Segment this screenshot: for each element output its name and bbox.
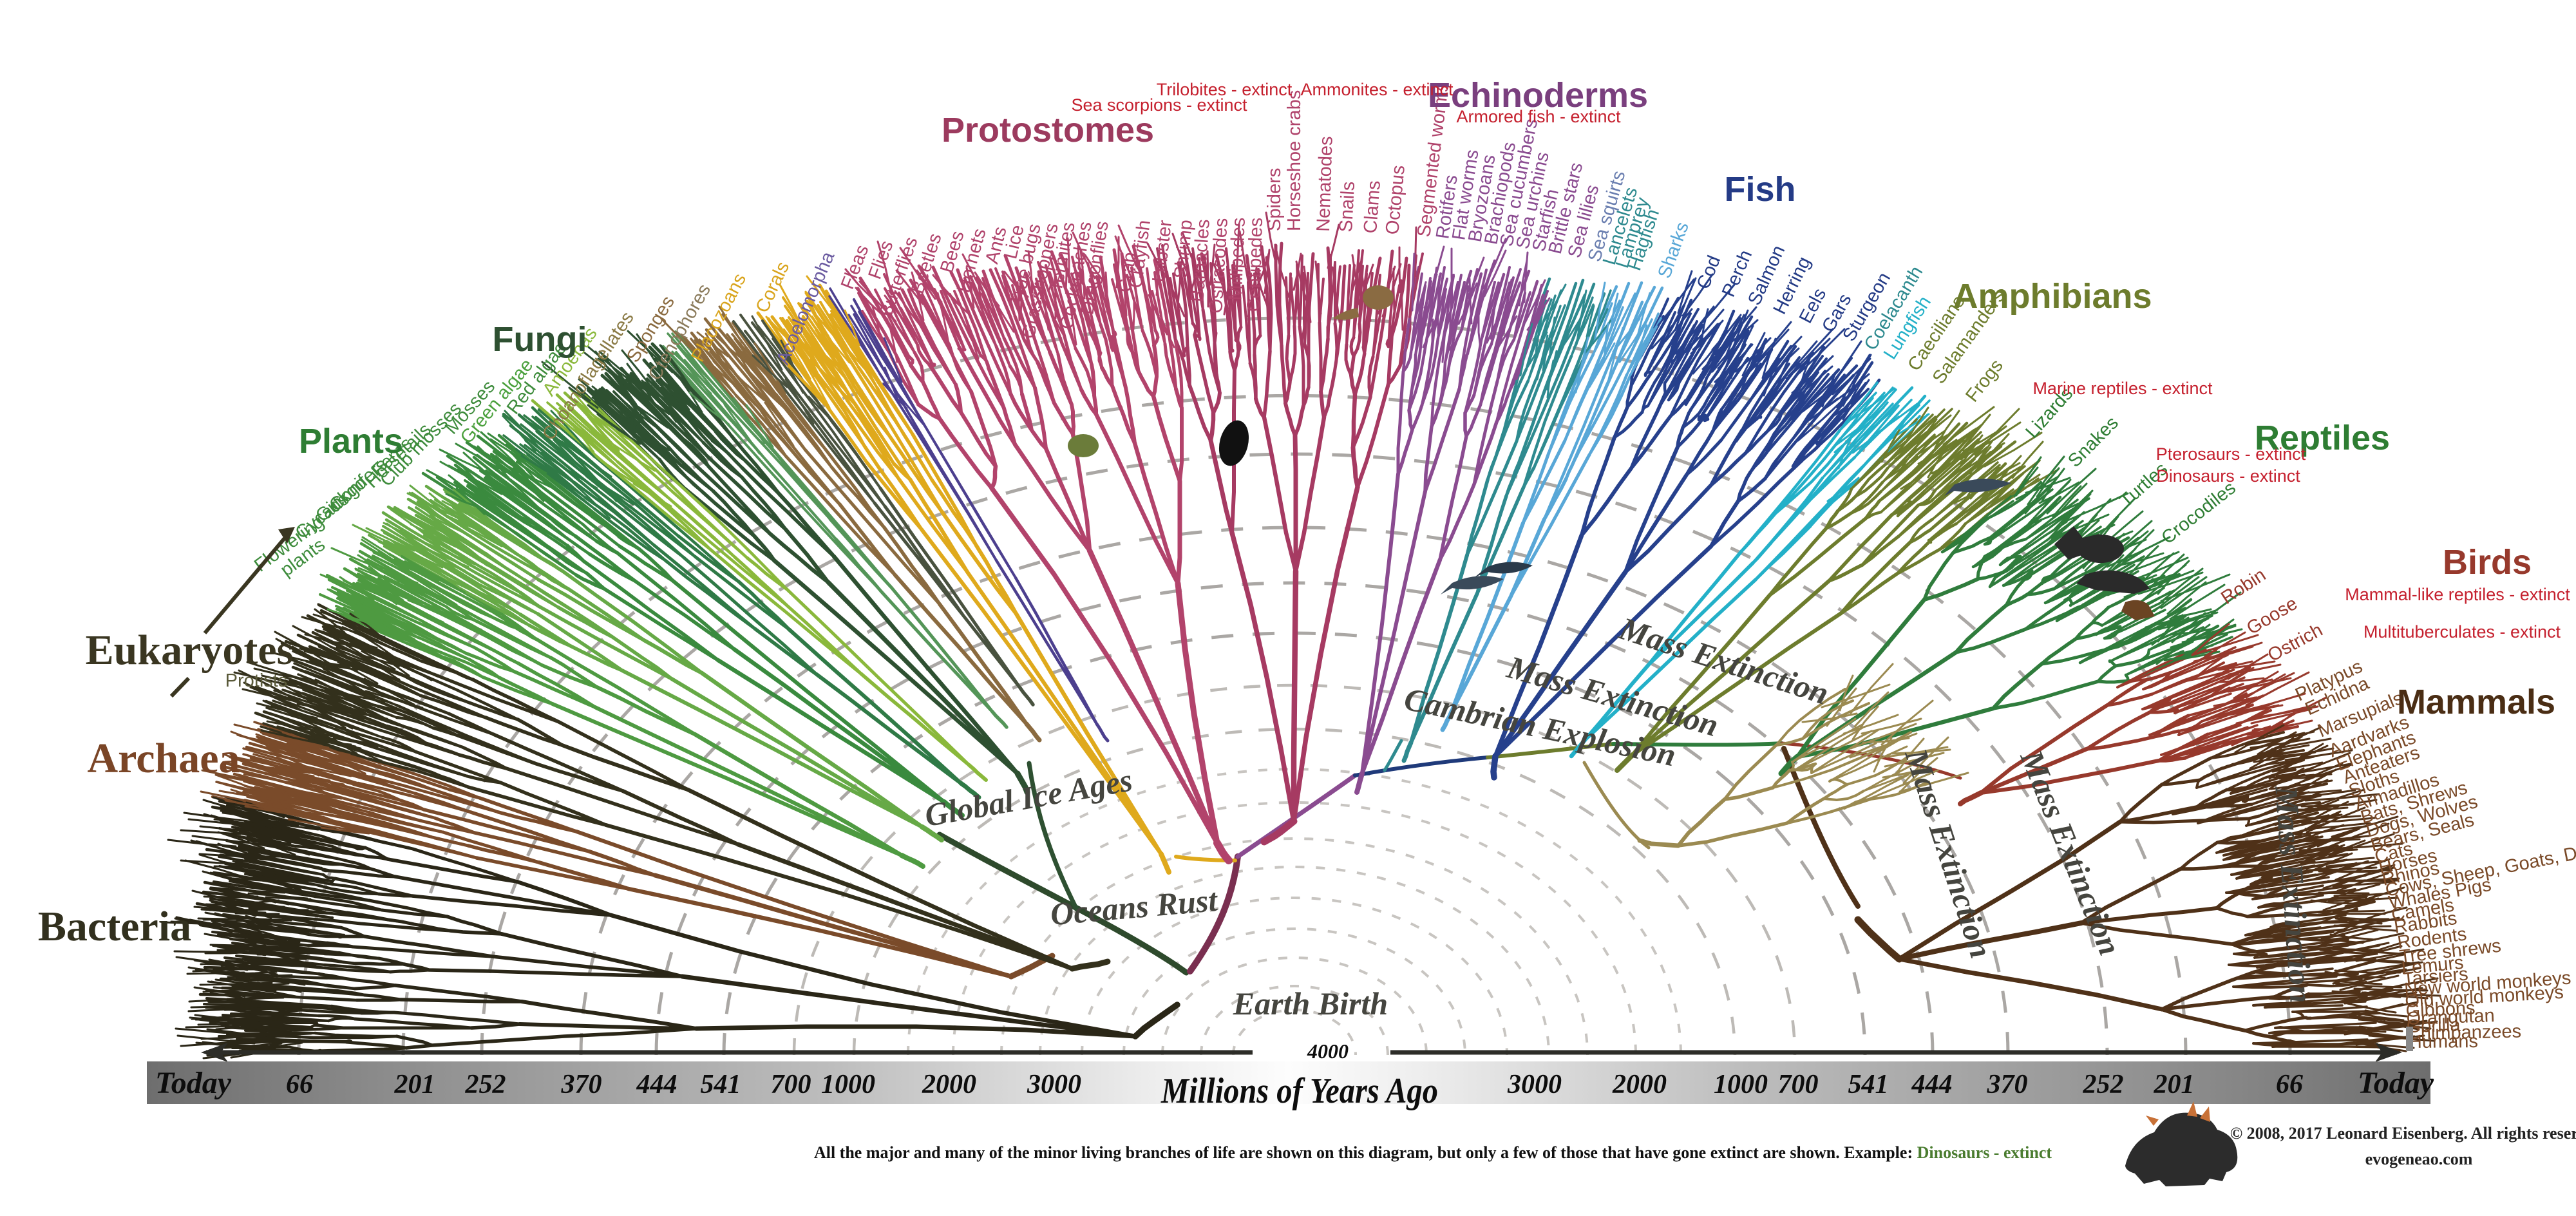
svg-text:Protists: Protists	[225, 670, 288, 691]
svg-text:Sea scorpions - extinct: Sea scorpions - extinct	[1071, 95, 1247, 115]
svg-text:Dinosaurs - extinct: Dinosaurs - extinct	[2156, 466, 2300, 486]
svg-text:252: 252	[2083, 1070, 2124, 1099]
svg-text:Horseshoe crabs: Horseshoe crabs	[1284, 90, 1305, 231]
svg-text:700: 700	[771, 1070, 811, 1099]
svg-text:Birds: Birds	[2443, 543, 2532, 582]
svg-text:Archaea: Archaea	[87, 735, 240, 782]
svg-text:2000: 2000	[922, 1070, 976, 1099]
svg-text:66: 66	[2276, 1070, 2303, 1099]
svg-text:Reptiles: Reptiles	[2255, 419, 2390, 457]
svg-text:4000: 4000	[1307, 1040, 1349, 1063]
svg-text:444: 444	[1911, 1070, 1953, 1099]
svg-text:Plants: Plants	[299, 422, 403, 461]
svg-text:541: 541	[1848, 1070, 1889, 1099]
svg-text:Marine reptiles - extinct: Marine reptiles - extinct	[2032, 379, 2213, 398]
svg-text:Fish: Fish	[1724, 170, 1795, 209]
svg-text:© 2008, 2017 Leonard Eisenberg: © 2008, 2017 Leonard Eisenberg. All righ…	[2230, 1124, 2576, 1143]
svg-text:Earth Birth: Earth Birth	[1233, 985, 1388, 1021]
svg-text:370: 370	[1987, 1070, 2028, 1099]
svg-text:1000: 1000	[821, 1070, 875, 1099]
svg-text:evogeneao.com: evogeneao.com	[2365, 1150, 2473, 1168]
svg-text:All the major and many of the: All the major and many of the minor livi…	[814, 1143, 2052, 1162]
svg-text:2000: 2000	[1612, 1070, 1667, 1099]
svg-text:Pterosaurs - extinct: Pterosaurs - extinct	[2156, 444, 2306, 464]
svg-text:700: 700	[1778, 1070, 1819, 1099]
svg-text:Fungi: Fungi	[493, 320, 587, 359]
svg-text:Trilobites - extinct: Trilobites - extinct	[1157, 80, 1293, 99]
svg-text:370: 370	[561, 1070, 602, 1099]
svg-text:Millipedes: Millipedes	[1225, 217, 1249, 301]
svg-text:Snails: Snails	[1336, 181, 1359, 233]
svg-text:252: 252	[465, 1070, 506, 1099]
svg-text:Orangutan: Orangutan	[2406, 1005, 2495, 1029]
svg-text:Millions of Years Ago: Millions of Years Ago	[1160, 1071, 1438, 1111]
svg-text:Amphibians: Amphibians	[1953, 277, 2152, 316]
svg-text:Mammal-like reptiles - extinct: Mammal-like reptiles - extinct	[2345, 585, 2570, 604]
svg-text:Clams: Clams	[1360, 180, 1385, 234]
svg-text:Today: Today	[155, 1066, 232, 1100]
svg-text:541: 541	[701, 1070, 741, 1099]
svg-text:Echinoderms: Echinoderms	[1428, 76, 1648, 115]
svg-text:Centipedes: Centipedes	[1244, 217, 1267, 312]
svg-text:Protostomes: Protostomes	[942, 111, 1154, 149]
svg-text:66: 66	[286, 1070, 313, 1099]
svg-text:Chimpanzees: Chimpanzees	[2407, 1021, 2522, 1044]
svg-text:Multituberculates - extinct: Multituberculates - extinct	[2363, 622, 2561, 641]
svg-text:Armored fish - extinct: Armored fish - extinct	[1456, 107, 1621, 126]
svg-text:3000: 3000	[1507, 1070, 1562, 1099]
svg-text:201: 201	[2154, 1070, 2195, 1099]
svg-text:Gorilla: Gorilla	[2406, 1015, 2461, 1037]
svg-text:Eukaryotes: Eukaryotes	[86, 627, 294, 674]
svg-text:444: 444	[636, 1070, 677, 1099]
svg-text:Spiders: Spiders	[1264, 168, 1285, 231]
svg-text:Gibbons: Gibbons	[2405, 998, 2476, 1021]
svg-text:201: 201	[394, 1070, 435, 1099]
svg-text:1000: 1000	[1714, 1070, 1768, 1099]
svg-text:Ammonites - extinct: Ammonites - extinct	[1300, 80, 1454, 99]
svg-text:Today: Today	[2358, 1066, 2434, 1100]
svg-text:Mammals: Mammals	[2397, 683, 2555, 721]
svg-text:Humans: Humans	[2409, 1031, 2478, 1052]
svg-text:3000: 3000	[1027, 1070, 1081, 1099]
svg-text:Bacteria: Bacteria	[38, 903, 191, 950]
svg-text:Nematodes: Nematodes	[1313, 136, 1337, 232]
